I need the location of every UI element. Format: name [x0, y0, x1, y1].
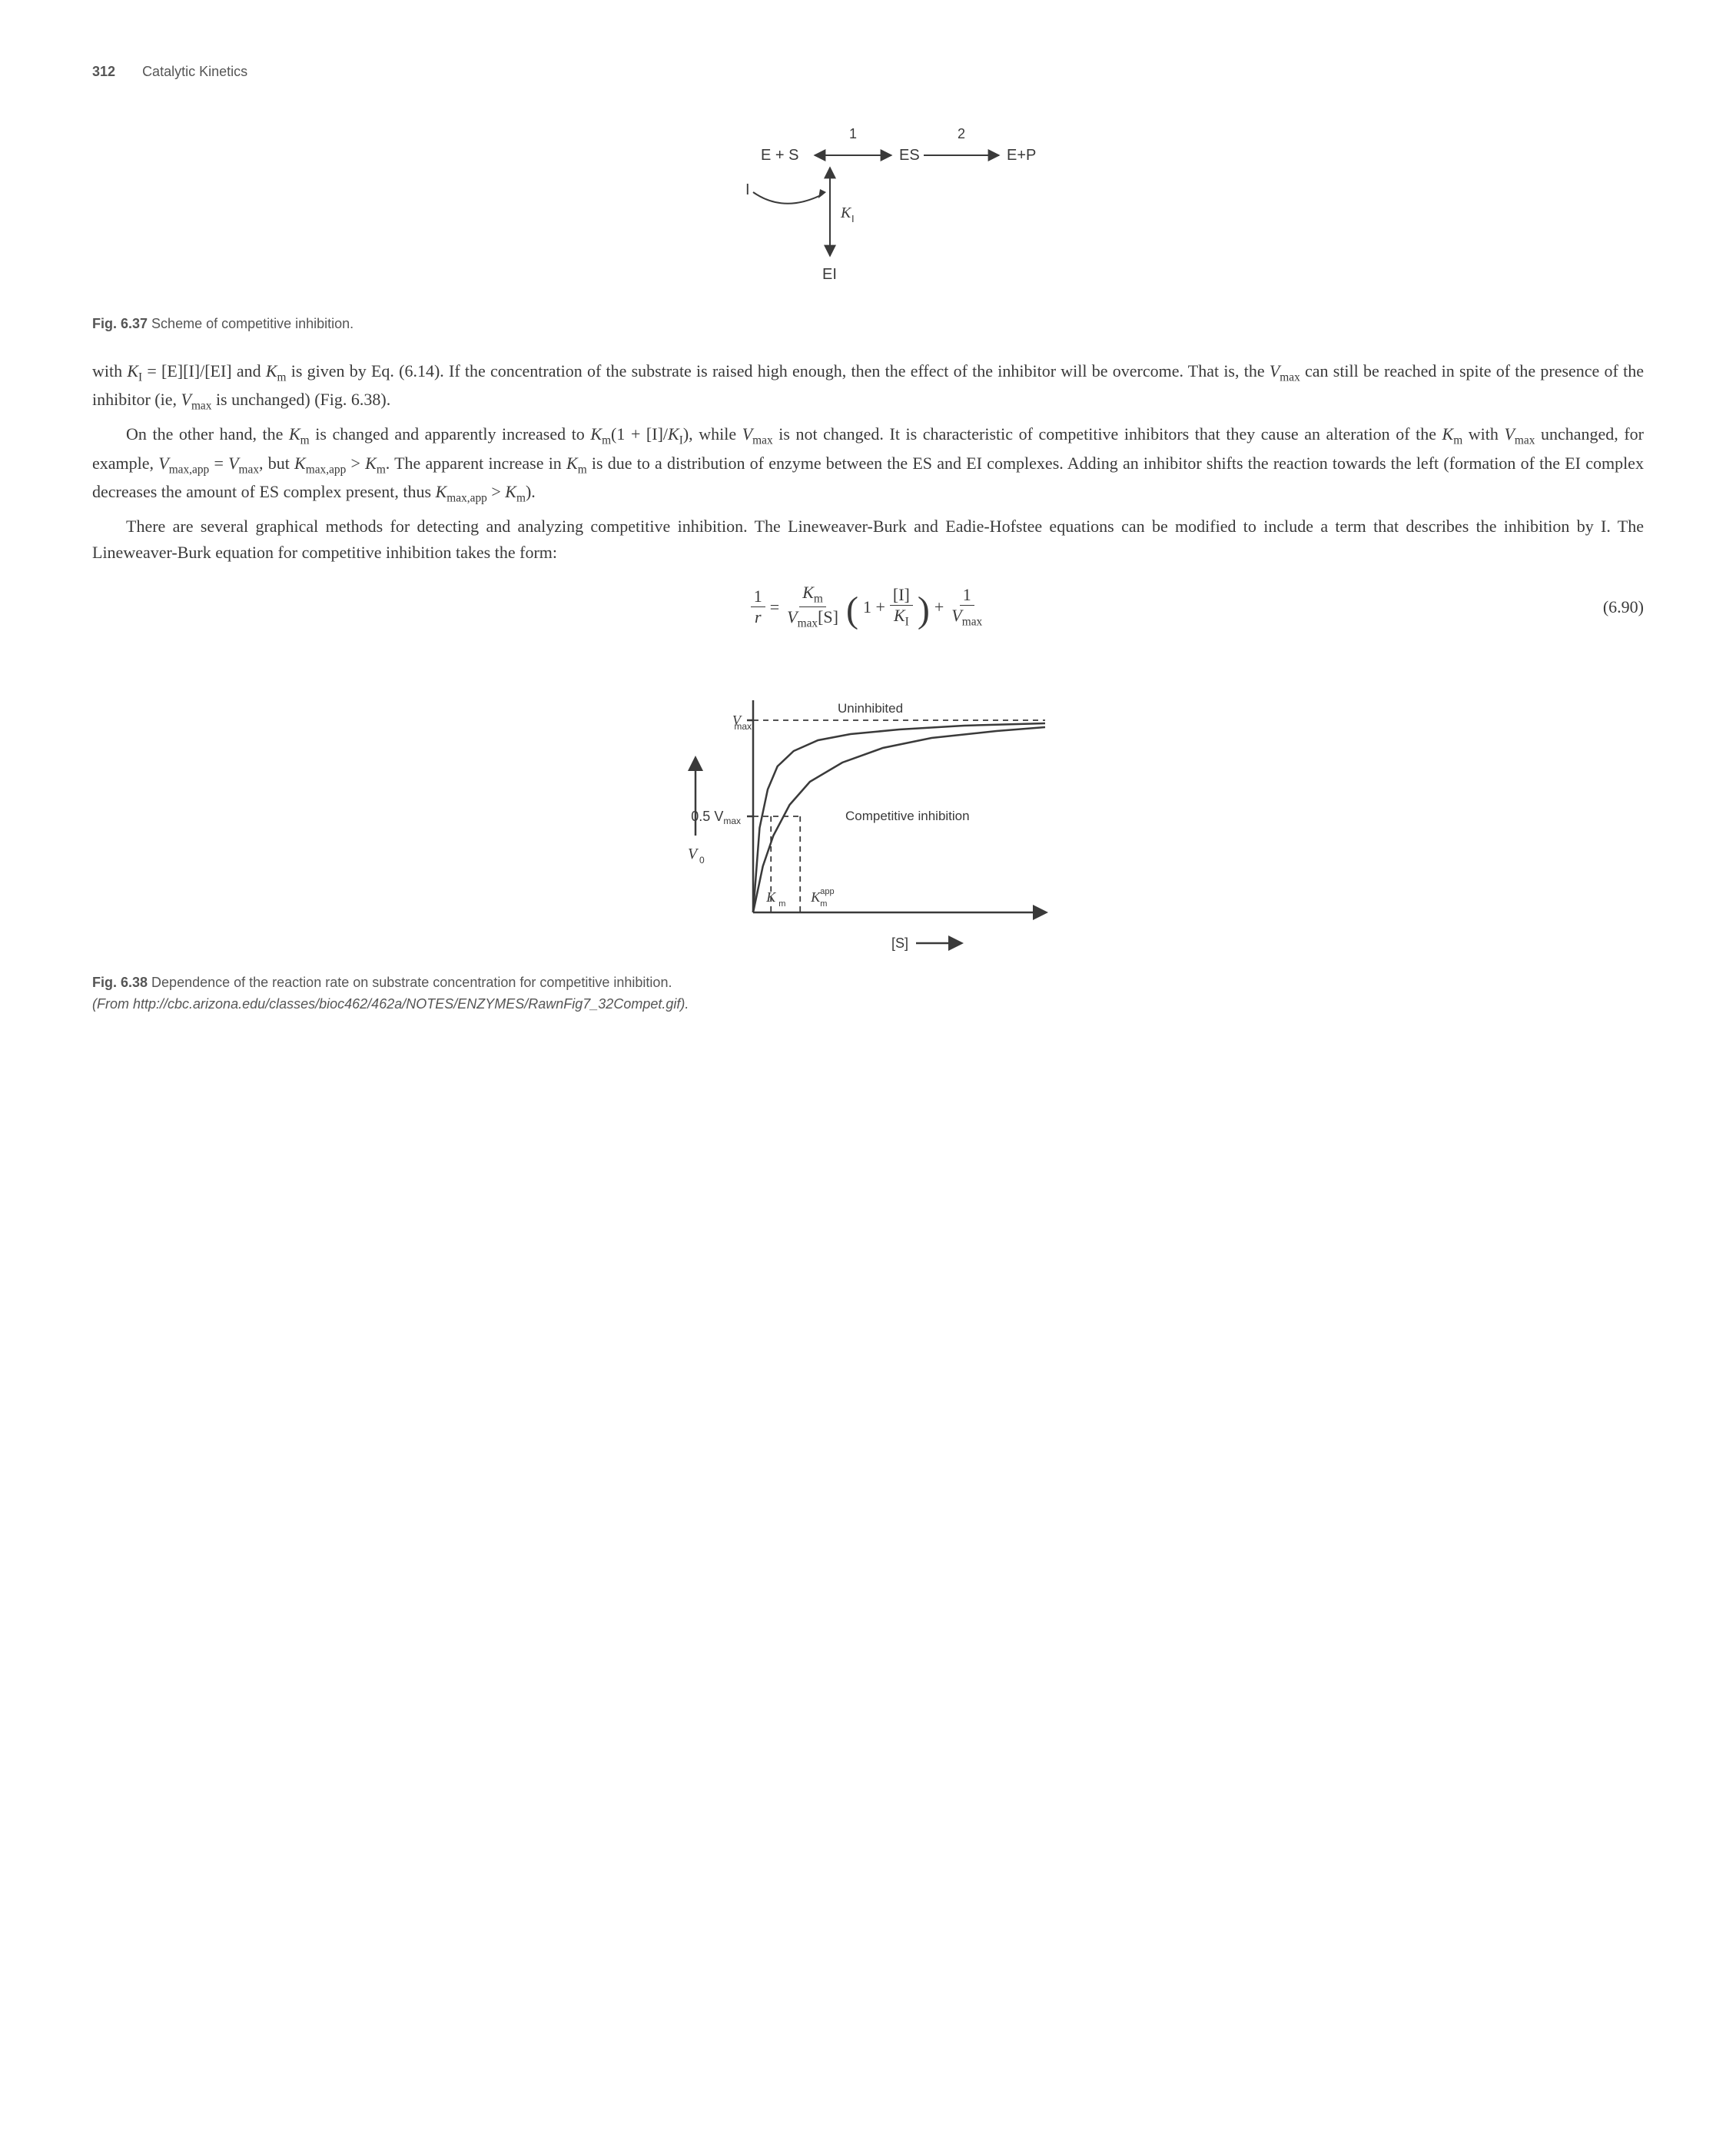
fig-638-source: (From http://cbc.arizona.edu/classes/bio… — [92, 996, 689, 1012]
svg-text:K: K — [810, 889, 821, 905]
scheme-ki: K — [840, 204, 852, 221]
scheme-eps: E + S — [761, 147, 798, 164]
scheme-step2: 2 — [958, 126, 965, 141]
svg-text:K: K — [765, 889, 776, 905]
page-number: 312 — [92, 64, 115, 79]
scheme-inhibitor-label: I — [745, 181, 750, 198]
fig-637-scheme: E + S ES E+P 1 2 I K I EI — [92, 121, 1644, 298]
fig-638-caption: Fig. 6.38 Dependence of the reaction rat… — [92, 972, 1644, 1015]
svg-text:m: m — [778, 899, 785, 909]
scheme-es: ES — [899, 147, 920, 164]
scheme-step1: 1 — [849, 126, 857, 141]
svg-text:Competitive inhibition: Competitive inhibition — [845, 809, 970, 823]
svg-text:app: app — [820, 887, 834, 896]
paragraph-1: with KI = [E][I]/[EI] and Km is given by… — [92, 358, 1644, 416]
svg-text:V: V — [688, 846, 699, 862]
fig-637-label: Fig. 6.37 — [92, 316, 148, 331]
scheme-ep: E+P — [1007, 147, 1036, 164]
equation-690: 1 r = Km Vmax[S] ( 1 + [I] KI ) + 1 Vmax… — [92, 584, 1644, 630]
paragraph-3: There are several graphical methods for … — [92, 513, 1644, 566]
scheme-ki-sub: I — [851, 213, 855, 224]
svg-text:0.5 Vmax: 0.5 Vmax — [691, 809, 741, 826]
fig-638-label: Fig. 6.38 — [92, 975, 148, 990]
fig-637-caption-text: Scheme of competitive inhibition. — [151, 316, 354, 331]
fig-637-caption: Fig. 6.37 Scheme of competitive inhibiti… — [92, 314, 1644, 335]
svg-text:max: max — [734, 721, 752, 732]
svg-text:m: m — [820, 899, 827, 909]
svg-text:[S]: [S] — [891, 935, 908, 951]
chapter-name: Catalytic Kinetics — [142, 64, 247, 79]
scheme-ei: EI — [822, 266, 837, 283]
fig-638-chart: Vmax0.5 VmaxV0[S]KmKmappUninhibitedCompe… — [92, 666, 1644, 966]
svg-text:Uninhibited: Uninhibited — [838, 701, 903, 716]
paragraph-2: On the other hand, the Km is changed and… — [92, 421, 1644, 507]
svg-text:0: 0 — [699, 855, 705, 866]
page-header: 312 Catalytic Kinetics — [92, 61, 1644, 83]
equation-number: (6.90) — [1603, 594, 1644, 620]
fig-638-caption-text: Dependence of the reaction rate on subst… — [151, 975, 672, 990]
